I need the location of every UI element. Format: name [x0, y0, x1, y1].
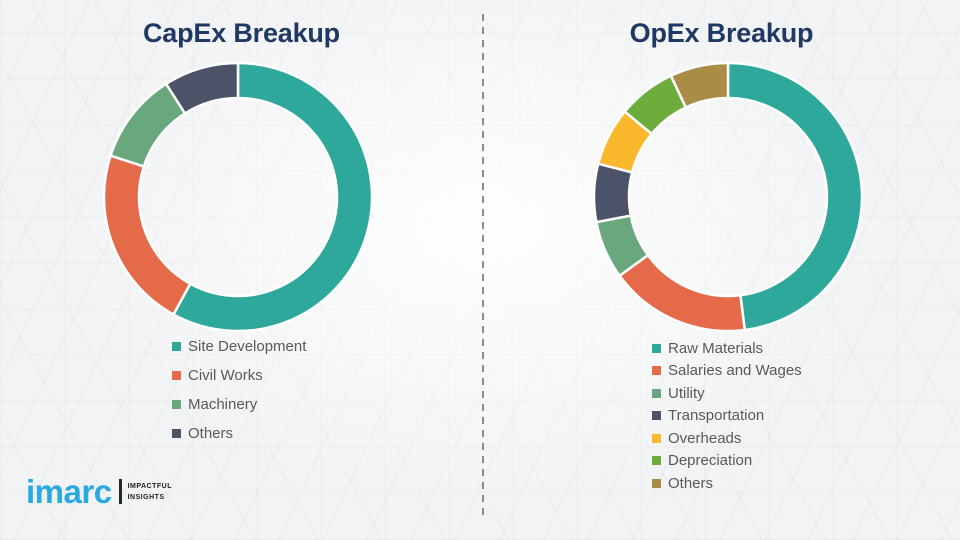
opex-legend: Raw Materials Salaries and Wages Utility Tr… — [652, 337, 802, 495]
legend-item-depreciation: Depreciation — [652, 450, 802, 473]
legend-swatch-transportation — [652, 411, 661, 421]
opex-donut-chart — [592, 61, 864, 333]
legend-swatch-site-development — [172, 342, 181, 351]
legend-label-others: Others — [668, 474, 714, 492]
capex-chart-title: CapEx Breakup — [143, 18, 340, 48]
legend-swatch-machinery — [172, 400, 181, 409]
donut-segment-civil-works — [102, 154, 192, 316]
legend-swatch-raw-materials — [652, 343, 661, 353]
legend-item-others: Others — [652, 472, 802, 495]
donut-segment-raw-materials — [726, 61, 864, 332]
legend-label-site-development: Site Development — [188, 338, 307, 355]
donut-segment-others — [164, 61, 240, 115]
legend-label-raw-materials: Raw Materials — [668, 339, 764, 357]
legend-label-transportation: Transportation — [668, 407, 765, 425]
legend-swatch-others — [652, 478, 661, 488]
dashed-divider — [482, 14, 484, 518]
legend-label-machinery: Machinery — [188, 396, 258, 413]
imarc-logo: imarc IMPACTFUL INSIGHTS — [26, 473, 172, 510]
legend-item-transportation: Transportation — [652, 405, 802, 428]
opex-panel: OpEx Breakup Raw Materials Salaries and W… — [483, 0, 960, 540]
legend-item-utility: Utility — [652, 382, 802, 405]
legend-label-depreciation: Depreciation — [668, 452, 753, 470]
capex-panel: CapEx Breakup Site Development Civil Work… — [102, 18, 374, 448]
legend-item-site-development: Site Development — [172, 332, 306, 361]
legend-swatch-civil-works — [172, 371, 181, 380]
legend-label-utility: Utility — [668, 384, 705, 402]
legend-swatch-utility — [652, 388, 661, 398]
legend-item-civil-works: Civil Works — [172, 361, 306, 390]
donut-segment-others — [669, 61, 730, 109]
logo-divider-bar — [118, 479, 122, 505]
legend-item-others: Others — [172, 419, 306, 448]
logo-tagline-line1: IMPACTFUL — [127, 483, 172, 491]
legend-swatch-depreciation — [652, 456, 661, 466]
logo-tagline: IMPACTFUL INSIGHTS — [128, 482, 172, 503]
legend-item-raw-materials: Raw Materials — [652, 337, 802, 360]
logo-tagline-line2: INSIGHTS — [127, 493, 165, 501]
legend-item-machinery: Machinery — [172, 390, 306, 419]
legend-label-civil-works: Civil Works — [188, 367, 263, 384]
legend-item-salaries-and-wages: Salaries and Wages — [652, 360, 802, 383]
legend-label-others: Others — [188, 425, 234, 442]
legend-label-salaries-and-wages: Salaries and Wages — [668, 362, 802, 380]
donut-segment-transportation — [592, 162, 634, 224]
opex-chart-title: OpEx Breakup — [629, 18, 814, 48]
legend-label-overheads: Overheads — [668, 429, 742, 447]
legend-swatch-salaries-and-wages — [652, 366, 661, 376]
capex-donut-chart — [102, 61, 374, 333]
imarc-logo-text: imarc — [26, 473, 112, 510]
capex-legend: Site Development Civil Works Machinery Othe… — [172, 332, 306, 448]
donut-segment-salaries-and-wages — [618, 253, 747, 333]
legend-swatch-others — [172, 429, 181, 438]
donut-segment-site-development — [172, 61, 374, 333]
legend-item-overheads: Overheads — [652, 427, 802, 450]
legend-swatch-overheads — [652, 433, 661, 443]
